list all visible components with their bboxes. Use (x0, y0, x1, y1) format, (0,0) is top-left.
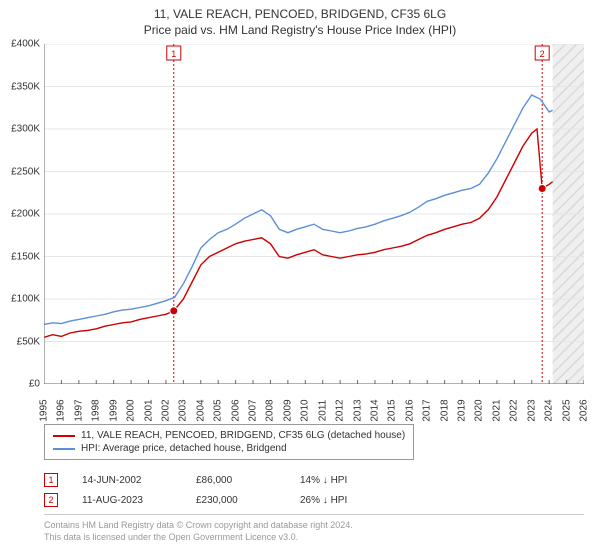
x-tick-label: 1998 (91, 399, 102, 421)
y-tick-label: £250K (0, 166, 40, 177)
marker-price: £86,000 (196, 475, 276, 486)
y-tick-label: £350K (0, 81, 40, 92)
x-tick-label: 2022 (509, 399, 520, 421)
y-tick-label: £150K (0, 251, 40, 262)
marker-row: 1 14-JUN-2002 £86,000 14% ↓ HPI (44, 470, 584, 490)
legend-label: 11, VALE REACH, PENCOED, BRIDGEND, CF35 … (81, 430, 405, 441)
y-tick-label: £200K (0, 209, 40, 220)
legend-swatch (53, 448, 75, 450)
y-tick-label: £100K (0, 294, 40, 305)
marker-price: £230,000 (196, 495, 276, 506)
x-tick-label: 2008 (265, 399, 276, 421)
x-tick-label: 1995 (39, 399, 50, 421)
y-tick-label: £400K (0, 39, 40, 50)
y-tick-label: £50K (0, 336, 40, 347)
chart-title: 11, VALE REACH, PENCOED, BRIDGEND, CF35 … (0, 0, 600, 38)
x-tick-label: 2021 (491, 399, 502, 421)
svg-text:1: 1 (171, 49, 176, 59)
x-tick-label: 2007 (248, 399, 259, 421)
chart-plot-area: 12 £0£50K£100K£150K£200K£250K£300K£350K£… (44, 44, 584, 384)
legend-item: 11, VALE REACH, PENCOED, BRIDGEND, CF35 … (53, 429, 405, 442)
marker-date: 14-JUN-2002 (82, 475, 172, 486)
x-tick-label: 2003 (178, 399, 189, 421)
x-tick-label: 2010 (300, 399, 311, 421)
x-tick-label: 1997 (73, 399, 84, 421)
y-tick-label: £300K (0, 124, 40, 135)
x-tick-label: 2026 (579, 399, 590, 421)
legend-swatch (53, 435, 75, 437)
x-tick-label: 2011 (317, 400, 328, 422)
x-tick-label: 2023 (526, 399, 537, 421)
x-tick-label: 2004 (195, 399, 206, 421)
y-tick-label: £0 (0, 379, 40, 390)
x-tick-label: 2015 (387, 399, 398, 421)
marker-chip: 1 (44, 473, 58, 487)
x-tick-label: 2012 (335, 399, 346, 421)
title-address: 11, VALE REACH, PENCOED, BRIDGEND, CF35 … (0, 6, 600, 22)
x-tick-label: 2006 (230, 399, 241, 421)
marker-date: 11-AUG-2023 (82, 495, 172, 506)
x-tick-label: 2016 (404, 399, 415, 421)
marker-row: 2 11-AUG-2023 £230,000 26% ↓ HPI (44, 490, 584, 510)
marker-delta: 26% ↓ HPI (300, 495, 347, 506)
x-tick-label: 2000 (126, 399, 137, 421)
x-tick-label: 2020 (474, 399, 485, 421)
x-tick-label: 2009 (282, 399, 293, 421)
x-tick-label: 2002 (160, 399, 171, 421)
x-tick-label: 2024 (544, 399, 555, 421)
x-tick-label: 2017 (422, 399, 433, 421)
marker-id: 1 (48, 475, 53, 485)
x-tick-label: 2018 (439, 399, 450, 421)
x-tick-label: 2014 (369, 399, 380, 421)
marker-chip: 2 (44, 493, 58, 507)
legend-label: HPI: Average price, detached house, Brid… (81, 443, 287, 454)
chart-svg: 12 (44, 44, 584, 384)
marker-table: 1 14-JUN-2002 £86,000 14% ↓ HPI 2 11-AUG… (44, 470, 584, 510)
svg-text:2: 2 (540, 49, 545, 59)
x-tick-label: 2005 (213, 399, 224, 421)
footer: Contains HM Land Registry data © Crown c… (44, 520, 584, 543)
legend-item: HPI: Average price, detached house, Brid… (53, 442, 405, 455)
x-tick-label: 2025 (561, 399, 572, 421)
x-tick-label: 1999 (108, 399, 119, 421)
divider (44, 514, 584, 515)
x-tick-label: 2019 (457, 399, 468, 421)
chart-container: 11, VALE REACH, PENCOED, BRIDGEND, CF35 … (0, 0, 600, 560)
footer-line2: This data is licensed under the Open Gov… (44, 532, 584, 544)
title-subtitle: Price paid vs. HM Land Registry's House … (0, 22, 600, 38)
legend: 11, VALE REACH, PENCOED, BRIDGEND, CF35 … (44, 424, 414, 460)
footer-line1: Contains HM Land Registry data © Crown c… (44, 520, 584, 532)
marker-delta: 14% ↓ HPI (300, 475, 347, 486)
x-tick-label: 2001 (143, 399, 154, 421)
marker-id: 2 (48, 495, 53, 505)
x-tick-label: 2013 (352, 399, 363, 421)
x-tick-label: 1996 (56, 399, 67, 421)
